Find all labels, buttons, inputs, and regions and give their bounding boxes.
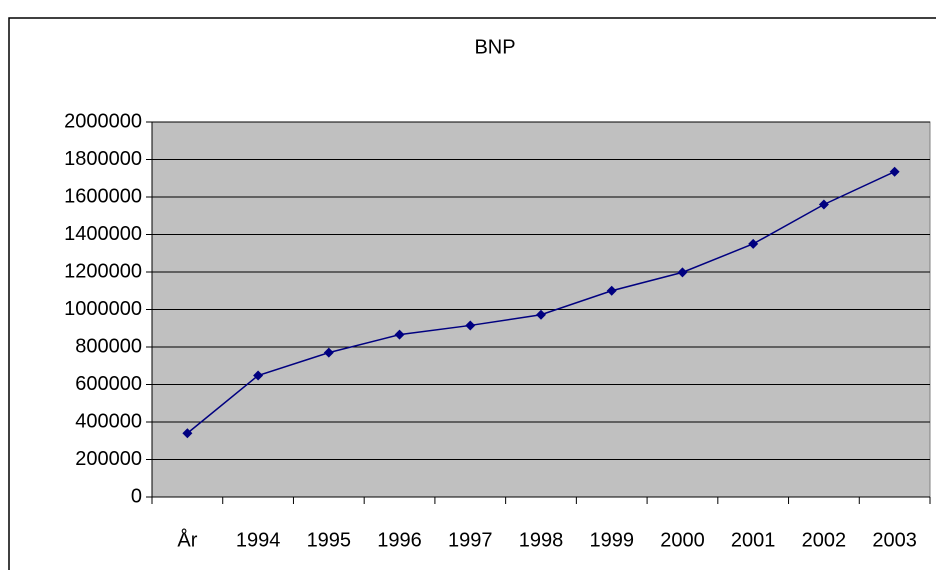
y-tick-label: 1000000 — [64, 298, 142, 320]
y-tick-label: 1600000 — [64, 185, 142, 207]
x-tick-label: 1994 — [236, 529, 281, 551]
x-tick-label: 1996 — [377, 529, 422, 551]
data-point — [394, 329, 405, 340]
data-point — [182, 428, 193, 439]
y-tick-label: 800000 — [75, 335, 142, 357]
data-point — [889, 166, 900, 177]
chart-title: BNP — [474, 36, 515, 58]
x-tick-label: 1997 — [448, 529, 493, 551]
data-point — [536, 309, 546, 320]
x-tick-label: 1995 — [307, 529, 352, 551]
x-tick-label: 1998 — [519, 529, 564, 551]
y-tick-label: 600000 — [75, 373, 142, 395]
y-tick-label: 200000 — [75, 448, 142, 470]
y-tick-label: 2000000 — [64, 110, 142, 132]
x-tick-label: 2003 — [872, 529, 917, 551]
data-point — [818, 199, 829, 210]
data-point — [606, 285, 617, 296]
data-point — [748, 238, 759, 249]
y-tick-label: 1800000 — [64, 148, 142, 170]
x-tick-label: År — [177, 528, 197, 551]
x-tick-label: 2001 — [731, 529, 776, 551]
y-tick-label: 1200000 — [64, 260, 142, 282]
y-tick-label: 400000 — [75, 410, 142, 432]
data-point — [253, 370, 264, 381]
data-point — [677, 267, 688, 278]
data-point — [465, 320, 476, 331]
x-tick-label: 2000 — [660, 529, 705, 551]
x-tick-label: 2002 — [802, 529, 847, 551]
data-point — [323, 347, 334, 358]
x-tick-label: 1999 — [589, 529, 634, 551]
y-tick-label: 1400000 — [64, 223, 142, 245]
y-tick-label: 0 — [131, 485, 142, 507]
